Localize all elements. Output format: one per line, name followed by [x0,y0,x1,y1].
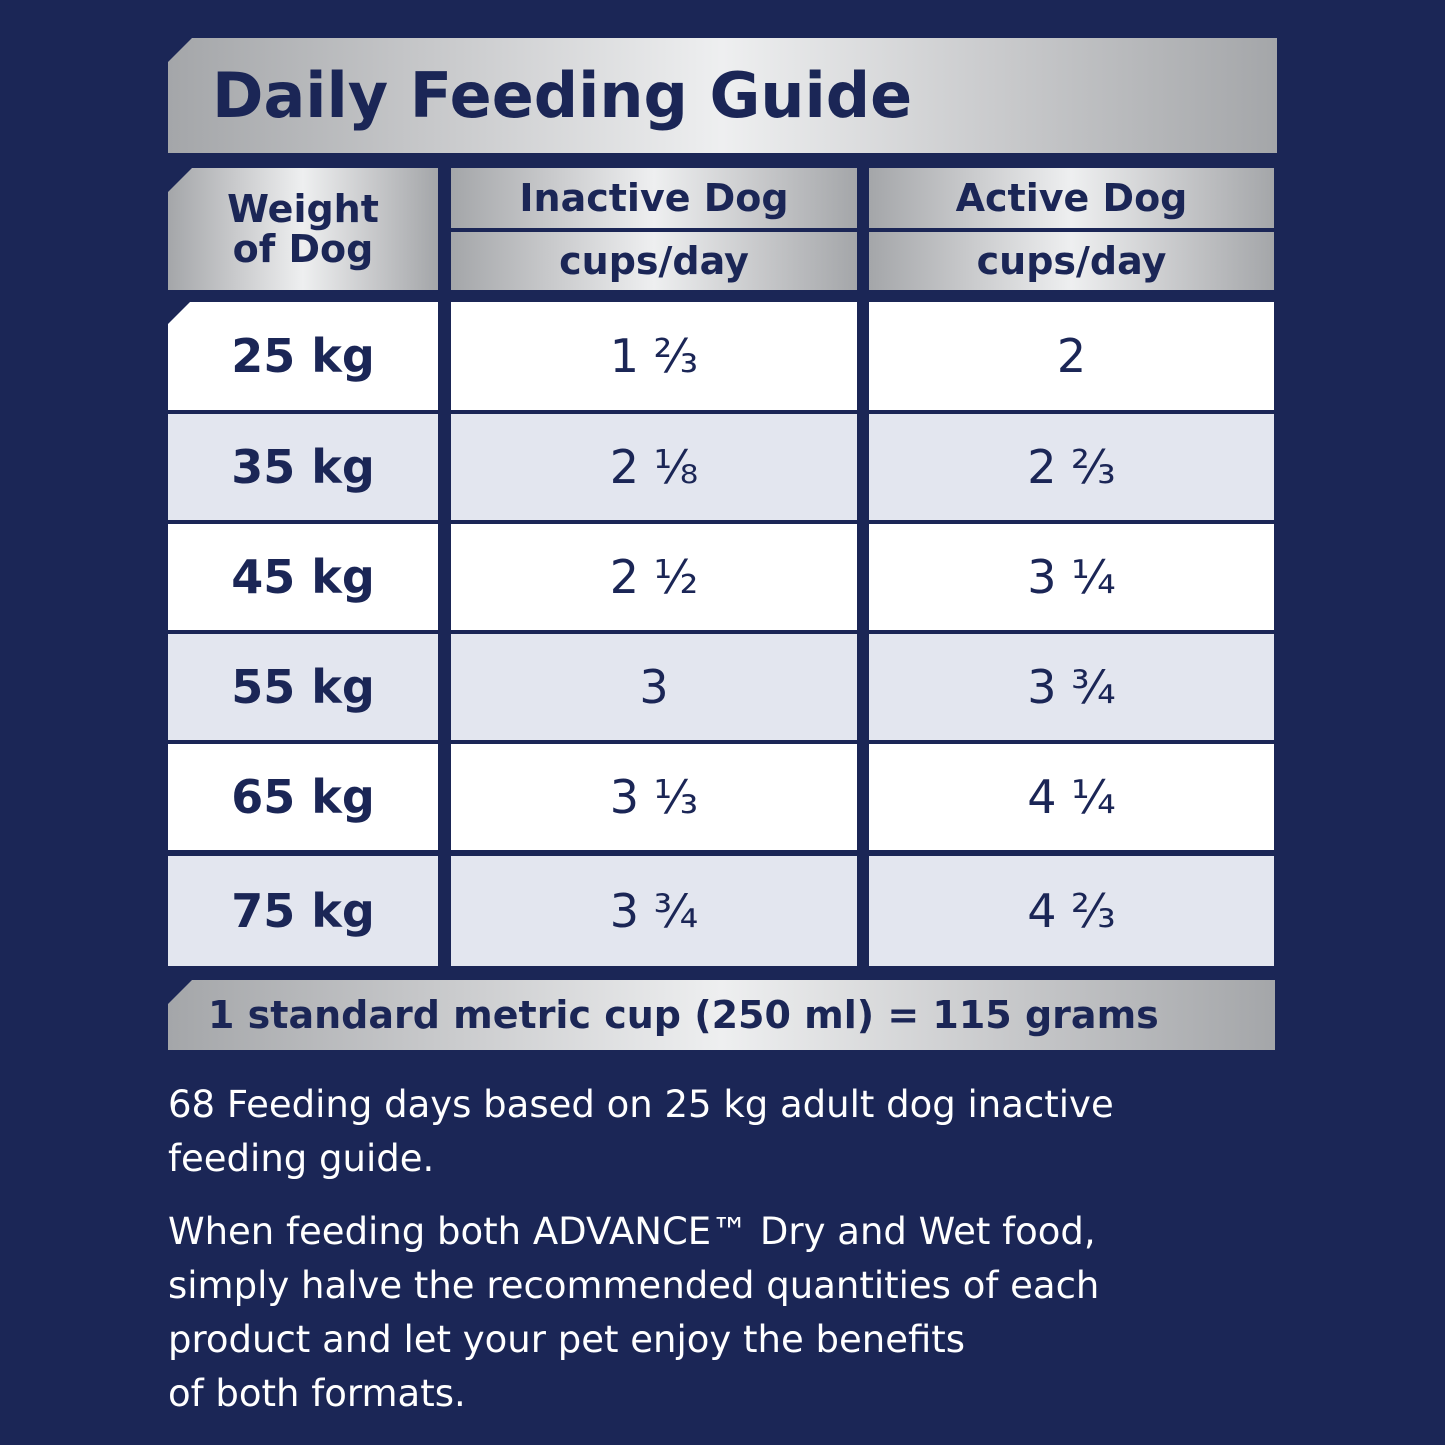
cell-text: 2 ⅔ [1027,440,1116,494]
title: Daily Feeding Guide [212,59,913,132]
active-unit: cups/day [869,232,1274,290]
paragraph: When feeding both ADVANCE™ Dry and Wet f… [168,1205,1268,1421]
cell-text: 2 [1056,329,1087,383]
inactive-header: Inactive Dog [451,168,857,228]
cell-text: 45 kg [231,550,375,604]
weight-cell: 55 kg [168,634,438,740]
amount-cell: 3 ¾ [451,856,857,966]
amount-cell: 2 ⅛ [451,414,857,520]
paragraph-line: of both formats. [168,1372,466,1415]
paragraph-line: product and let your pet enjoy the benef… [168,1318,966,1361]
weight-cell: 65 kg [168,744,438,850]
paragraph-line: 68 Feeding days based on 25 kg adult dog… [168,1083,1114,1126]
amount-cell: 1 ⅔ [451,302,857,410]
amount-cell: 3 ⅓ [451,744,857,850]
weight-header: Weight of Dog [168,168,438,290]
active-header: Active Dog [869,168,1274,228]
amount-cell: 2 ⅔ [869,414,1274,520]
cell-text: 55 kg [231,660,375,714]
weight-cell: 25 kg [168,302,438,410]
cell-text: 3 ¾ [609,884,699,938]
cell-text: 75 kg [231,884,375,938]
paragraph-line: simply halve the recommended quantities … [168,1264,1100,1307]
weight-cell: 75 kg [168,856,438,966]
cell-text: 2 ½ [609,550,699,604]
amount-cell: 3 ¾ [869,634,1274,740]
cell-text: 35 kg [231,440,375,494]
cell-text: 65 kg [231,770,375,824]
header-line: Weight [227,187,379,231]
inactive-unit: cups/day [451,232,857,290]
cell-text: 1 ⅔ [609,329,699,383]
header-line: of Dog [232,227,374,271]
weight-cell: 35 kg [168,414,438,520]
cell-text: 3 [639,660,669,714]
cell-text: 4 ⅔ [1027,884,1116,938]
title-bar: Daily Feeding Guide [168,38,1277,153]
cell-text: 25 kg [231,329,375,383]
weight-cell: 45 kg [168,524,438,630]
amount-cell: 4 ⅔ [869,856,1274,966]
paragraph-line: When feeding both ADVANCE™ Dry and Wet f… [168,1210,1096,1253]
footer-bar: 1 standard metric cup (250 ml) = 115 gra… [168,980,1275,1050]
footer-note: 1 standard metric cup (250 ml) = 115 gra… [208,993,1159,1037]
cell-text: 4 ¼ [1027,770,1116,824]
cell-text: 3 ⅓ [609,770,699,824]
cell-text: 2 ⅛ [609,440,699,494]
amount-cell: 3 [451,634,857,740]
cell-text: 3 ¼ [1027,550,1116,604]
amount-cell: 2 ½ [451,524,857,630]
header-text: cups/day [559,239,749,283]
amount-cell: 2 [869,302,1274,410]
header-text: Inactive Dog [519,176,789,220]
amount-cell: 4 ¼ [869,744,1274,850]
paragraph-line: feeding guide. [168,1137,435,1180]
cell-text: 3 ¾ [1027,660,1116,714]
header-text: cups/day [976,239,1167,283]
amount-cell: 3 ¼ [869,524,1274,630]
header-text: Active Dog [955,176,1188,220]
paragraph: 68 Feeding days based on 25 kg adult dog… [168,1078,1268,1186]
